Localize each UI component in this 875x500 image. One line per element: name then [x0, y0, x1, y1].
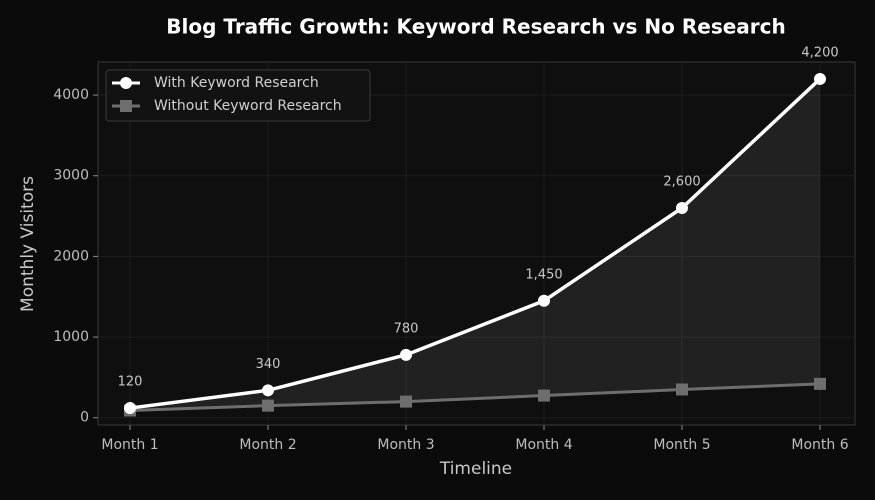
value-label: 1,450: [525, 267, 562, 282]
value-label: 780: [394, 321, 419, 336]
x-tick-label: Month 5: [653, 437, 710, 453]
legend-label: With Keyword Research: [154, 75, 319, 91]
point: [676, 383, 688, 396]
x-axis-label: Timeline: [439, 459, 512, 479]
y-tick-label: 0: [80, 410, 89, 426]
point: [262, 384, 274, 397]
x-tick-label: Month 4: [515, 437, 572, 453]
point: [814, 377, 826, 390]
legend: With Keyword Research Without Keyword Res…: [105, 69, 371, 122]
y-tick-label: 2000: [53, 248, 89, 264]
x-tick-label: Month 3: [377, 437, 434, 453]
value-label: 4,200: [801, 45, 838, 60]
legend-marker: [120, 100, 132, 112]
y-tick-label: 3000: [53, 168, 89, 184]
legend-box: [105, 69, 371, 122]
y-axis-label: Monthly Visitors: [18, 176, 38, 312]
plot-area: [97, 61, 856, 426]
point: [400, 348, 412, 361]
legend-marker: [120, 77, 132, 89]
point: [400, 395, 412, 408]
y-tick-label: 1000: [53, 329, 89, 345]
value-label: 2,600: [663, 175, 700, 190]
point: [124, 402, 136, 415]
x-tick-label: Month 1: [101, 437, 158, 453]
y-tick-label: 4000: [53, 87, 89, 103]
point: [676, 202, 688, 215]
fill-between: [130, 78, 820, 411]
x-tick-label: Month 2: [239, 437, 296, 453]
x-tick-label: Month 6: [791, 437, 848, 453]
point: [538, 294, 550, 307]
point: [538, 389, 550, 402]
value-label: 340: [256, 357, 281, 372]
legend-label: Without Keyword Research: [154, 98, 342, 114]
series-line: [129, 382, 821, 412]
value-label: 120: [118, 375, 143, 390]
series-line: [129, 77, 822, 410]
point: [262, 399, 274, 412]
chart-title: Blog Traffic Growth: Keyword Research vs…: [166, 15, 786, 39]
point: [814, 72, 826, 85]
